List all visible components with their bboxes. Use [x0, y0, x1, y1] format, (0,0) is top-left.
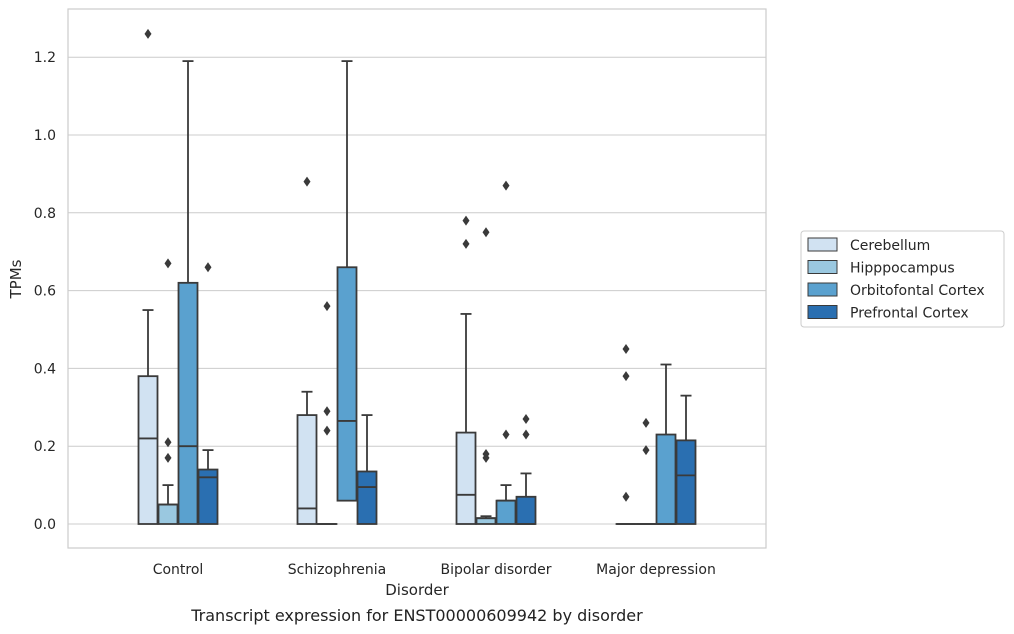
- flier-point: [323, 406, 331, 417]
- box-body: [336, 266, 358, 502]
- y-tick-label: 1.0: [34, 128, 56, 144]
- y-tick-label: 0.2: [34, 439, 56, 455]
- box-body: [177, 281, 199, 525]
- x-tick-label: Control: [153, 562, 204, 578]
- x-tick-label: Schizophrenia: [288, 562, 386, 578]
- box-body: [655, 433, 677, 525]
- box-body: [515, 495, 537, 525]
- box-hipppocampus-control: [157, 258, 179, 525]
- flier-point: [482, 448, 490, 459]
- box-cerebellum-schizophrenia: [296, 176, 318, 525]
- legend-swatch: [807, 282, 838, 297]
- box-orbitofontal-cortex-major-depression: [655, 363, 677, 525]
- flier-point: [502, 180, 510, 191]
- box-hipppocampus-schizophrenia: [316, 301, 338, 525]
- x-tick-labels: Control Schizophrenia Bipolar disorder Majo…: [153, 562, 716, 578]
- flier-point: [522, 413, 530, 424]
- legend-item-hipppocampus: Hipppocampus: [807, 260, 955, 277]
- box-cerebellum-bipolar-disorder: [455, 215, 477, 525]
- y-tick-label: 0.4: [34, 361, 56, 377]
- box-cerebellum-major-depression: [615, 343, 637, 525]
- legend-label: Orbitofontal Cortex: [850, 283, 985, 299]
- box-body: [197, 468, 219, 525]
- flier-point: [164, 437, 172, 448]
- legend-item-orbitofontal-cortex: Orbitofontal Cortex: [807, 282, 985, 299]
- figure-caption: Transcript expression for ENST0000060994…: [191, 606, 643, 625]
- legend: Cerebellum Hipppocampus Orbitofontal Corte…: [800, 230, 1005, 328]
- box-hipppocampus-major-depression: [635, 417, 657, 525]
- box-orbitofontal-cortex-control: [177, 60, 199, 525]
- flier-point: [482, 227, 490, 238]
- flier-point: [323, 301, 331, 312]
- x-axis-label: Disorder: [385, 581, 449, 599]
- box-prefrontal-cortex-schizophrenia: [356, 414, 378, 525]
- box-body: [356, 470, 378, 525]
- legend-swatch: [807, 237, 838, 252]
- box-body: [157, 503, 179, 525]
- legend-swatch: [807, 305, 838, 319]
- legend-label: Hipppocampus: [850, 261, 955, 277]
- boxes: [137, 28, 697, 525]
- legend-item-cerebellum: Cerebellum: [807, 237, 930, 254]
- box-prefrontal-cortex-control: [197, 262, 219, 525]
- box-orbitofontal-cortex-bipolar-disorder: [495, 180, 517, 525]
- flier-point: [164, 258, 172, 269]
- plot-frame: [67, 8, 767, 549]
- legend-label: Prefrontal Cortex: [850, 306, 969, 322]
- flier-point: [303, 176, 311, 187]
- x-tick-label: Major depression: [596, 562, 716, 578]
- box-body: [296, 414, 318, 525]
- box-body: [495, 499, 517, 525]
- flier-point: [622, 491, 630, 502]
- box-body: [137, 375, 159, 525]
- flier-point: [502, 429, 510, 440]
- legend-label: Cerebellum: [850, 238, 930, 254]
- flier-point: [642, 417, 650, 428]
- y-tick-label: 1.2: [34, 50, 56, 66]
- x-tick-label: Bipolar disorder: [440, 562, 551, 578]
- box-body: [455, 431, 477, 525]
- flier-point: [622, 371, 630, 382]
- flier-point: [622, 343, 630, 354]
- y-tick-labels: 0.0 0.2 0.4 0.6 0.8 1.0 1.2: [34, 50, 56, 533]
- flier-point: [462, 215, 470, 226]
- box-hipppocampus-bipolar-disorder: [475, 227, 497, 525]
- flier-point: [462, 238, 470, 249]
- flier-point: [204, 262, 212, 273]
- legend-item-prefrontal-cortex: Prefrontal Cortex: [807, 305, 969, 322]
- box-orbitofontal-cortex-schizophrenia: [336, 60, 358, 502]
- y-tick-label: 0.0: [34, 517, 56, 533]
- flier-point: [522, 429, 530, 440]
- legend-frame: [800, 230, 1005, 328]
- y-axis-label: TPMs: [7, 259, 25, 299]
- legend-swatch: [807, 260, 838, 274]
- y-tick-label: 0.6: [34, 284, 56, 300]
- flier-point: [323, 425, 331, 436]
- flier-point: [642, 445, 650, 456]
- box-body: [675, 439, 697, 525]
- box-cerebellum-control: [137, 28, 159, 525]
- flier-point: [144, 28, 152, 39]
- y-tick-label: 0.8: [34, 206, 56, 222]
- box-prefrontal-cortex-bipolar-disorder: [515, 413, 537, 525]
- box-prefrontal-cortex-major-depression: [675, 394, 697, 525]
- flier-point: [164, 452, 172, 463]
